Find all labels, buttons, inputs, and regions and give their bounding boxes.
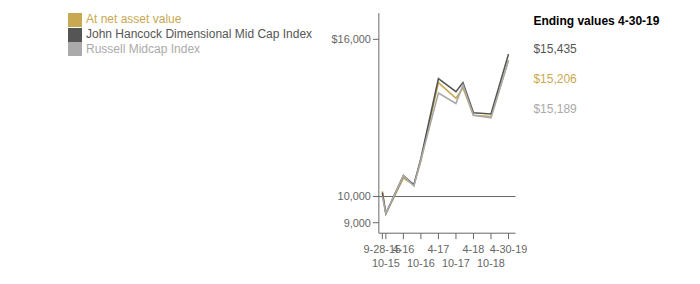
svg-text:10-15: 10-15 (372, 257, 400, 269)
html-text:$15,206: $15,206 (533, 72, 577, 86)
html-text:$15,435: $15,435 (533, 42, 577, 56)
svg-text:4-18: 4-18 (463, 243, 485, 255)
svg-text:10-17: 10-17 (442, 257, 470, 269)
html-text:Russell Midcap Index: Russell Midcap Index (86, 41, 201, 56)
svg-text:10,000: 10,000 (338, 190, 371, 202)
svg-text:4-16: 4-16 (392, 243, 414, 255)
svg-text:9-28-15: 9-28-15 (363, 243, 402, 255)
svg-text:$16,000: $16,000 (332, 33, 371, 45)
svg-text:10-16: 10-16 (407, 257, 435, 269)
html-text:At net asset value: At net asset value (86, 12, 182, 26)
svg-text:4-30-19: 4-30-19 (490, 243, 528, 255)
svg-text:4-17: 4-17 (428, 243, 450, 255)
svg-text:9,000: 9,000 (344, 217, 371, 229)
html-text:Ending values 4-30-19: Ending values 4-30-19 (533, 14, 660, 28)
svg-text:10-18: 10-18 (477, 257, 505, 269)
html-text:$15,189: $15,189 (533, 102, 577, 116)
html-text:John Hancock Dimensional Mid C: John Hancock Dimensional Mid Cap Index (86, 26, 313, 41)
